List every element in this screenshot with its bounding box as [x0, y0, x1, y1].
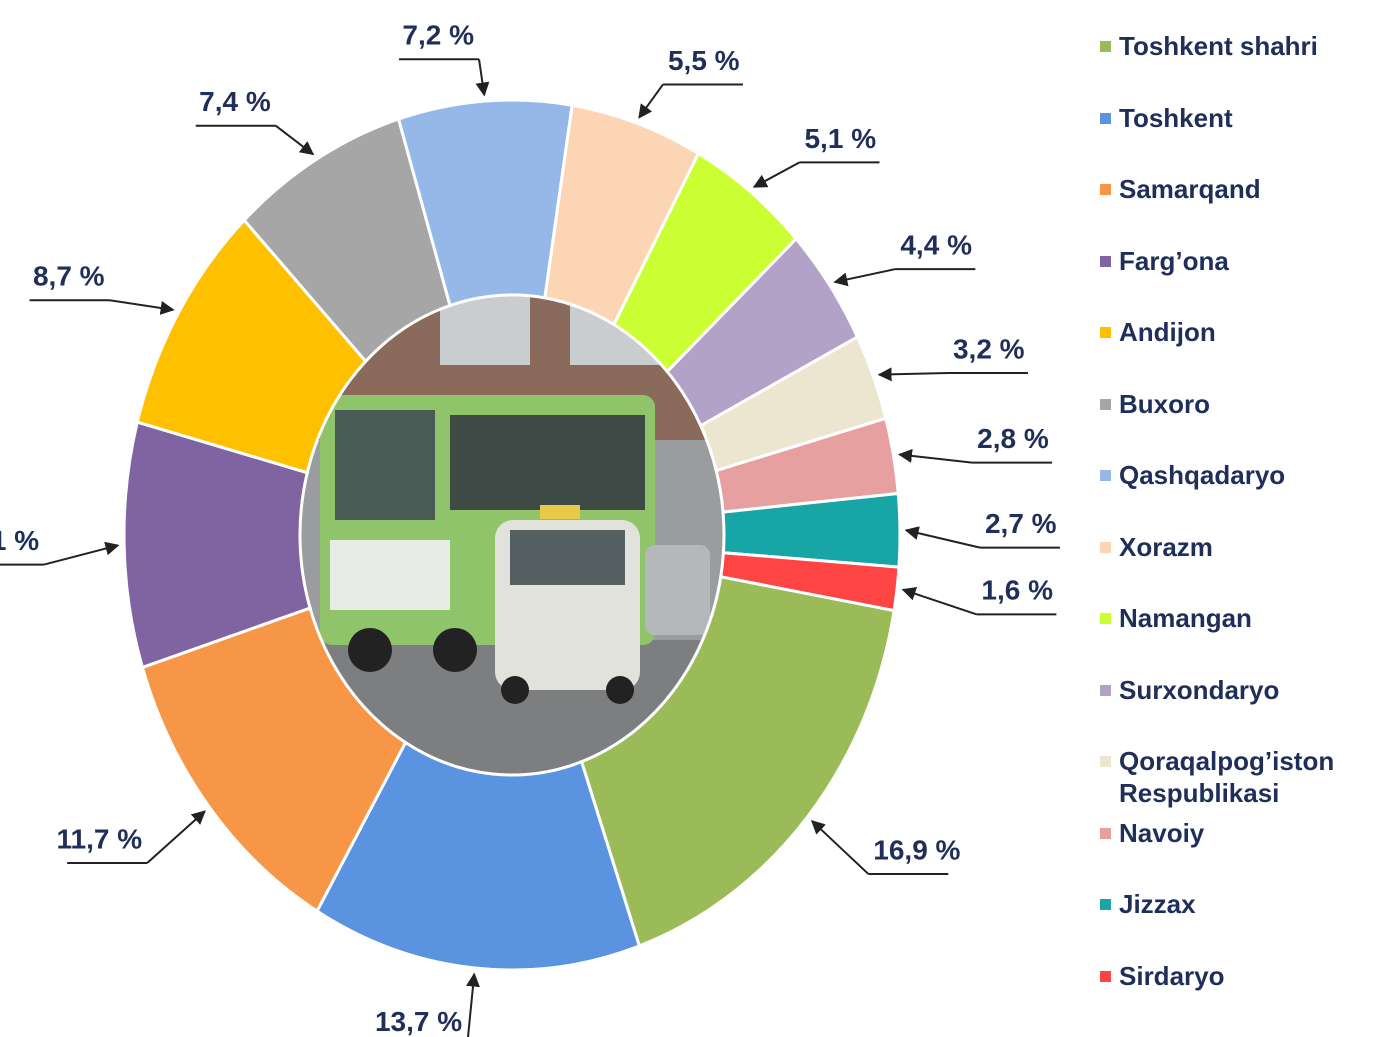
- data-label: 2,7 %: [985, 508, 1057, 539]
- leader-line: [638, 83, 664, 119]
- legend-label: Andijon: [1119, 317, 1216, 347]
- slice: [315, 740, 642, 972]
- data-label: 13,7 %: [375, 1006, 462, 1037]
- legend-swatch: [1100, 112, 1111, 124]
- data-label: 9,1 %: [0, 525, 39, 556]
- legend-item: Toshkent shahri: [1100, 30, 1370, 62]
- leader-line: [901, 587, 977, 616]
- data-label: 7,4 %: [199, 86, 271, 117]
- legend-item: Navoiy: [1100, 817, 1370, 849]
- legend-label: Sirdaryo: [1119, 960, 1225, 991]
- slice: [579, 574, 896, 948]
- leader-line: [877, 367, 948, 382]
- legend-item: Xorazm: [1100, 531, 1370, 563]
- data-label: 5,1 %: [804, 123, 876, 154]
- leader-line: [146, 810, 206, 864]
- data-label: 16,9 %: [873, 834, 960, 865]
- data-label: 7,2 %: [402, 20, 474, 51]
- legend-label: Namangan: [1119, 603, 1252, 633]
- leader-line: [275, 124, 315, 156]
- data-label: 5,5 %: [668, 45, 740, 76]
- legend-item: Namangan: [1100, 602, 1370, 634]
- legend-swatch: [1100, 827, 1111, 839]
- legend-label: Toshkent: [1119, 102, 1233, 133]
- donut-chart: 16,9 % 13,7 % 11,7 % 9,1 % 8,7 % 7,4 % 7,2 % 5,…: [0, 20, 1060, 1037]
- legend-swatch: [1100, 184, 1111, 195]
- legend-item: Farg’ona: [1100, 245, 1370, 277]
- legend-item: Buxoro: [1100, 388, 1370, 420]
- legend-item: Qashqadaryo: [1100, 459, 1370, 491]
- legend-swatch: [1100, 255, 1111, 267]
- slice: [719, 551, 901, 613]
- legend-label: Qoraqalpog’iston Respublikasi: [1119, 746, 1335, 808]
- legend-label: Surxondaryo: [1119, 674, 1280, 705]
- leader-line: [897, 448, 973, 464]
- legend-label: Buxoro: [1119, 388, 1210, 419]
- legend-item: Toshkent: [1100, 102, 1370, 134]
- leader-line: [752, 161, 800, 188]
- legend-item: Qoraqalpog’iston Respublikasi: [1100, 745, 1370, 809]
- legend-label: Jizzax: [1119, 889, 1196, 919]
- legend-swatch: [1100, 899, 1111, 910]
- data-label: 1,6 %: [981, 575, 1053, 606]
- leader-line: [109, 299, 175, 315]
- data-label: 8,7 %: [33, 261, 105, 292]
- legend-swatch: [1100, 970, 1111, 982]
- legend-item: Sirdaryo: [1100, 960, 1370, 992]
- legend-swatch: [1100, 41, 1111, 52]
- legend-item: Jizzax: [1100, 888, 1370, 920]
- legend-label: Xorazm: [1119, 531, 1213, 562]
- leader-line: [466, 972, 480, 1037]
- data-label: 4,4 %: [900, 229, 972, 260]
- leader-line: [43, 541, 120, 566]
- legend-swatch: [1100, 398, 1111, 410]
- legend-label: Toshkent shahri: [1119, 31, 1318, 61]
- leader-line: [904, 526, 981, 549]
- legend-item: Samarqand: [1100, 173, 1370, 205]
- leader-line: [810, 819, 869, 875]
- legend-swatch: [1100, 684, 1111, 696]
- legend-swatch: [1100, 756, 1111, 767]
- legend-label: Samarqand: [1119, 174, 1261, 204]
- legend-swatch: [1100, 470, 1111, 481]
- legend-item: Andijon: [1100, 316, 1370, 348]
- legend-swatch: [1100, 327, 1111, 338]
- leader-line: [475, 59, 490, 97]
- legend-label: Qashqadaryo: [1119, 460, 1286, 490]
- data-label: 11,7 %: [57, 823, 143, 854]
- legend-label: Farg’ona: [1119, 245, 1229, 276]
- legend-swatch: [1100, 541, 1111, 553]
- legend-label: Navoiy: [1119, 817, 1205, 848]
- legend-swatch: [1100, 613, 1111, 624]
- legend-item: Surxondaryo: [1100, 674, 1370, 706]
- slice: [140, 606, 408, 914]
- leader-line: [833, 268, 896, 287]
- data-label: 2,8 %: [977, 423, 1049, 454]
- data-label: 3,2 %: [953, 333, 1025, 364]
